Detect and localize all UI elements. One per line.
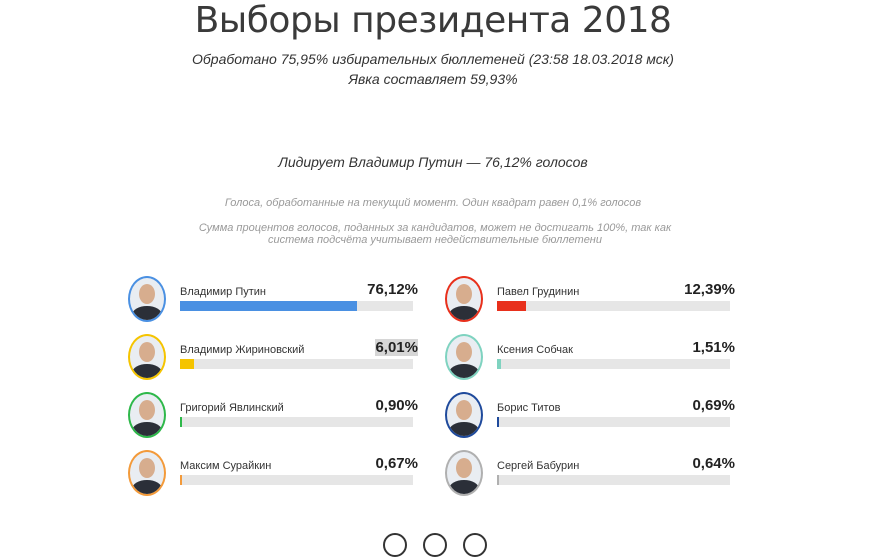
candidate-name: Борис Титов [497,402,561,414]
pagination-dots [383,533,487,557]
leader-text: Лидирует Владимир Путин — 76,12% голосов [278,154,588,170]
bar-fill [180,359,194,369]
pagination-dot[interactable] [383,533,407,557]
candidate-row: Ксения Собчак 1,51% [445,334,735,386]
candidate-percent: 0,69% [692,397,735,414]
bar-track [497,301,730,311]
avatar-body [449,364,479,378]
avatar-face [139,284,155,304]
bar-fill [180,417,182,427]
candidate-name: Сергей Бабурин [497,460,580,472]
bar-fill [497,301,526,311]
pagination-dot[interactable] [463,533,487,557]
candidate-avatar [445,276,483,322]
avatar-face [139,342,155,362]
candidate-avatar [445,334,483,380]
avatar-body [132,306,162,320]
avatar-face [139,400,155,420]
candidate-name: Максим Сурайкин [180,460,272,472]
candidate-avatar [445,392,483,438]
bar-track [180,301,413,311]
candidate-name: Владимир Путин [180,286,266,298]
avatar-body [132,422,162,436]
turnout-text: Явка составляет 59,93% [348,71,518,87]
processed-ballots-text: Обработано 75,95% избирательных бюллетен… [192,51,674,67]
candidate-percent: 76,12% [367,281,418,298]
bar-track [180,417,413,427]
pagination-dot[interactable] [423,533,447,557]
page-title: Выборы президента 2018 [194,0,672,41]
candidate-row: Владимир Жириновский 6,01% [128,334,418,386]
avatar-body [449,306,479,320]
candidate-row: Борис Титов 0,69% [445,392,735,444]
candidate-percent: 0,90% [375,397,418,414]
avatar-body [132,364,162,378]
percent-sum-note: Сумма процентов голосов, поданных за кан… [198,222,672,246]
candidate-name: Павел Грудинин [497,286,580,298]
bar-track [497,475,730,485]
candidate-percent: 1,51% [692,339,735,356]
candidate-avatar [128,334,166,380]
avatar-face [456,400,472,420]
bar-track [497,417,730,427]
candidate-row: Сергей Бабурин 0,64% [445,450,735,502]
candidate-name: Владимир Жириновский [180,344,305,356]
bar-track [497,359,730,369]
candidate-percent: 12,39% [684,281,735,298]
bar-fill [180,301,357,311]
candidate-percent: 0,64% [692,455,735,472]
candidate-name: Ксения Собчак [497,344,573,356]
candidate-percent: 6,01% [375,339,418,356]
avatar-face [139,458,155,478]
candidate-avatar [128,392,166,438]
votes-note: Голоса, обработанные на текущий момент. … [224,197,642,209]
bar-fill [497,359,501,369]
candidate-avatar [445,450,483,496]
candidate-row: Павел Грудинин 12,39% [445,276,735,328]
avatar-body [449,422,479,436]
candidate-row: Максим Сурайкин 0,67% [128,450,418,502]
avatar-body [449,480,479,494]
candidate-avatar [128,276,166,322]
avatar-face [456,342,472,362]
bar-fill [180,475,182,485]
avatar-face [456,284,472,304]
candidate-row: Григорий Явлинский 0,90% [128,392,418,444]
bar-fill [497,475,499,485]
candidate-name: Григорий Явлинский [180,402,284,414]
bar-track [180,475,413,485]
candidate-avatar [128,450,166,496]
avatar-face [456,458,472,478]
avatar-body [132,480,162,494]
candidate-row: Владимир Путин 76,12% [128,276,418,328]
bar-track [180,359,413,369]
candidate-percent: 0,67% [375,455,418,472]
bar-fill [497,417,499,427]
